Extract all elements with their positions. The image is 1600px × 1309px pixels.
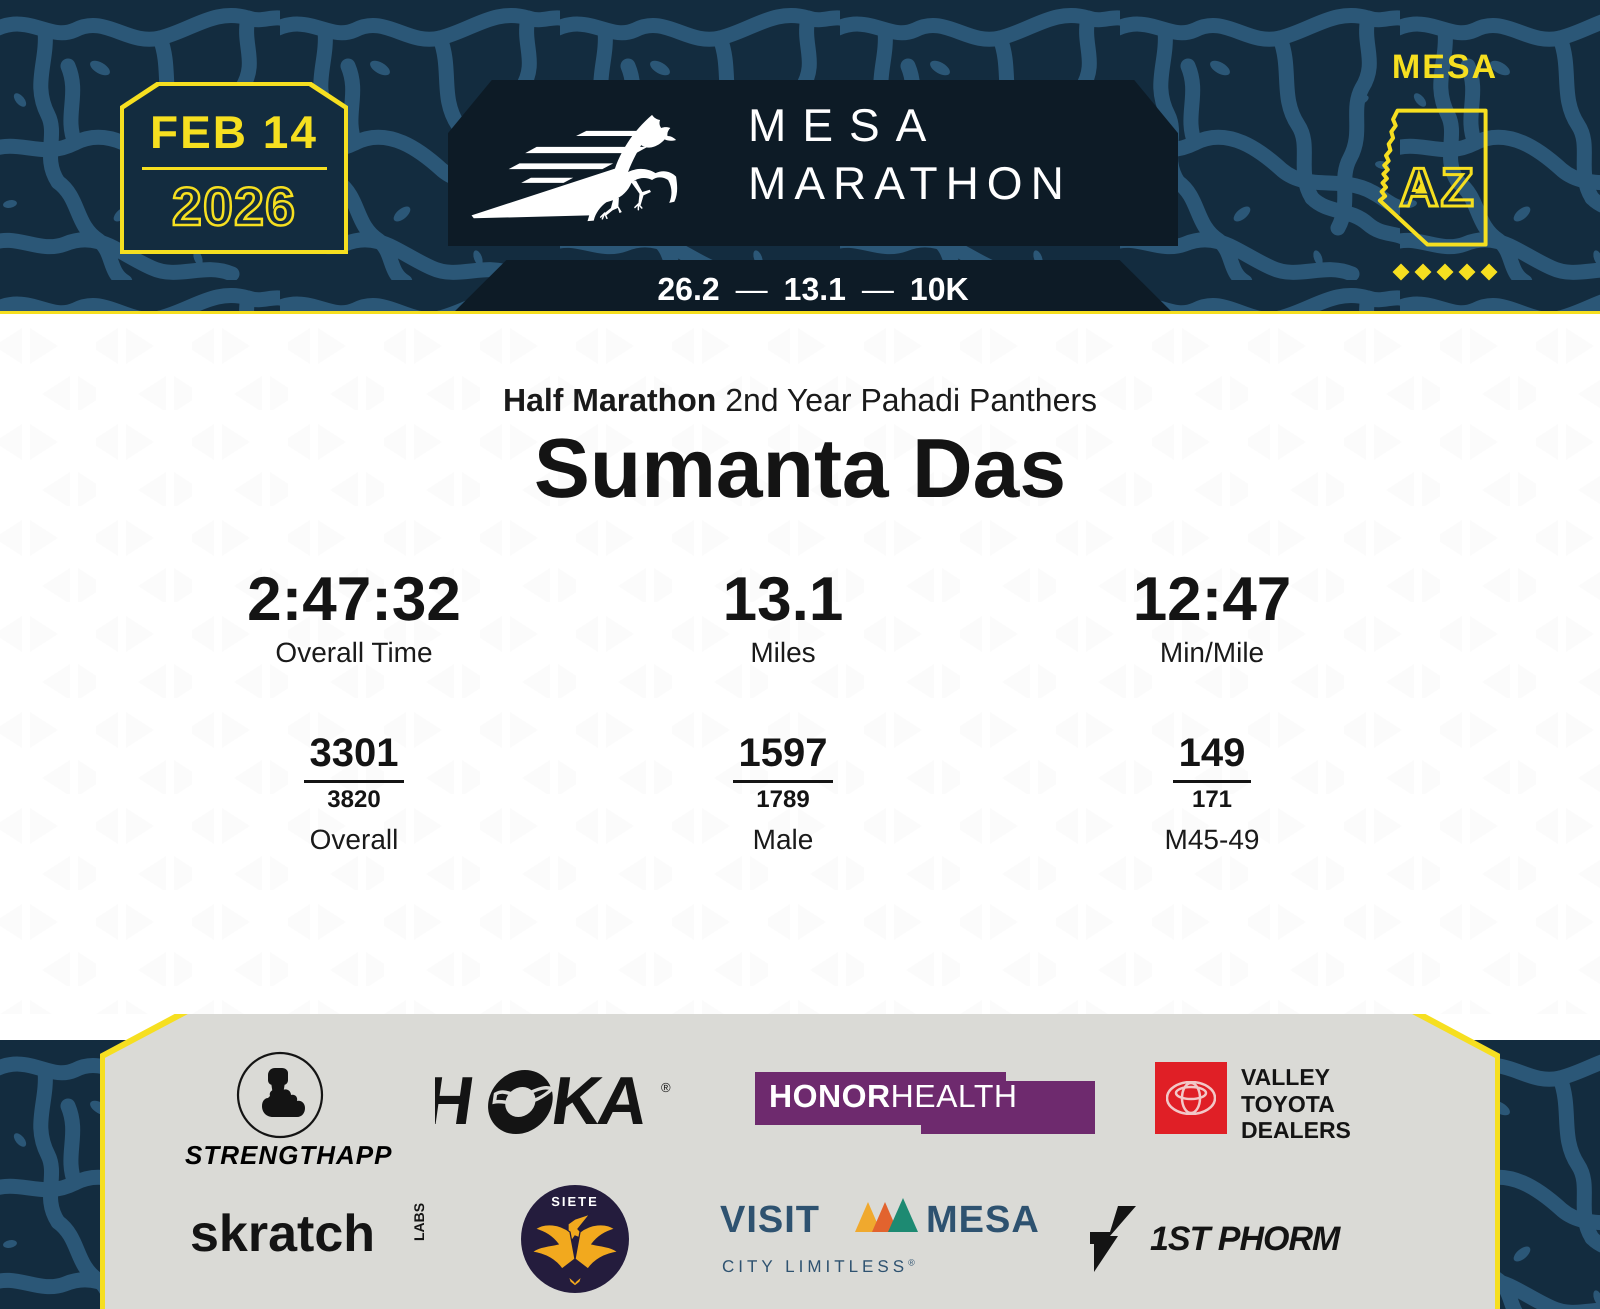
svg-text:AZ: AZ [1399,157,1475,218]
svg-text:®: ® [661,1080,671,1095]
svg-text:KA: KA [547,1063,652,1139]
svg-text:H: H [435,1063,476,1139]
svg-text:MESA: MESA [926,1199,1040,1241]
svg-text:VISIT: VISIT [720,1199,820,1241]
svg-text:skratch: skratch [190,1205,375,1263]
svg-text:SIETE: SIETE [551,1194,599,1209]
svg-text:LABS: LABS [411,1203,427,1241]
